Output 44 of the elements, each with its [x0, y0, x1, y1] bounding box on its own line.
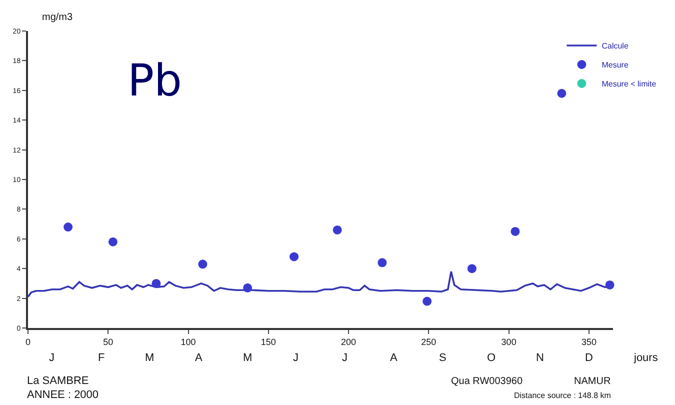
x-tick-label: 250 [421, 336, 436, 347]
x-tick-label: 150 [260, 336, 276, 347]
point [510, 226, 520, 236]
text: NAMUR [574, 376, 611, 387]
point [467, 264, 476, 274]
x-tick-label: 350 [581, 336, 596, 347]
text: ANNEE : 2000 [27, 389, 99, 401]
legend-label: Mesure < limite [602, 80, 657, 89]
point [198, 260, 208, 269]
legend-label: Mesure [602, 60, 629, 70]
x-tick-label: 200 [341, 336, 356, 347]
point [378, 258, 387, 268]
text: J [342, 352, 348, 364]
text: La SAMBRE [27, 375, 89, 387]
text: M [243, 352, 252, 364]
text: M [145, 352, 154, 364]
text: F [98, 352, 105, 364]
x-tick-label: 100 [180, 336, 196, 347]
text: A [390, 352, 398, 364]
text: S [439, 352, 446, 364]
text: N [536, 352, 544, 364]
point [332, 225, 342, 234]
point [243, 283, 252, 292]
point [64, 222, 73, 232]
x-axis-title: jours [633, 352, 658, 364]
text: J [49, 352, 54, 364]
point [557, 88, 566, 98]
point [290, 252, 299, 262]
point [152, 278, 161, 288]
text: Distance source : 148.8 km [514, 391, 612, 400]
point [422, 296, 432, 306]
x-tick-label: 50 [103, 336, 114, 347]
y-axis-title: mg/m3 [42, 12, 73, 23]
text: D [585, 352, 593, 364]
text: Pb [127, 56, 182, 107]
legend-label: Calcule [602, 42, 629, 51]
point [108, 237, 118, 246]
text: Qua RW003960 [451, 376, 523, 387]
text: J [293, 352, 298, 364]
x-tick-label: 300 [501, 336, 516, 347]
x-tick-label: 0 [25, 336, 31, 347]
text: A [195, 352, 203, 364]
point [605, 280, 614, 290]
text: O [487, 352, 496, 364]
